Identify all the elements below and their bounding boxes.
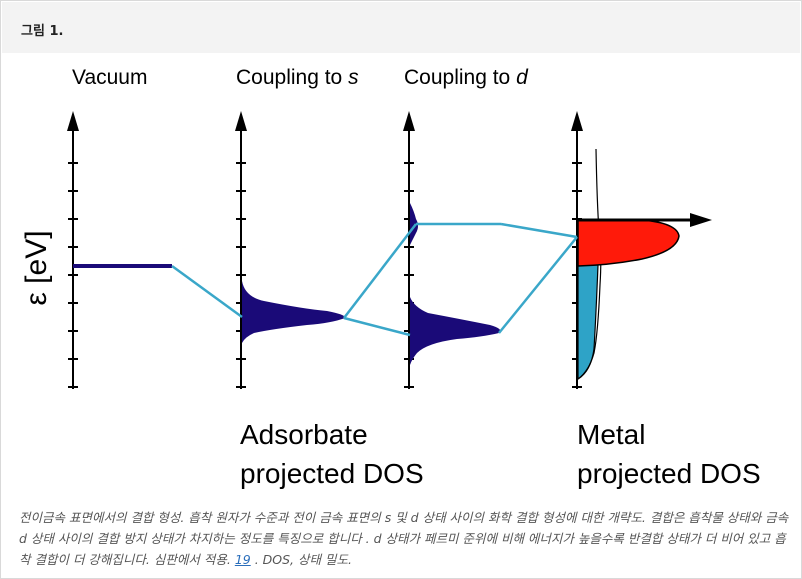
energy-axis-vacuum <box>67 111 79 389</box>
dos-diagram: Vacuum Coupling to s Coupling to d ε [eV… <box>20 66 761 489</box>
figure-header: 그림 1. <box>2 2 800 53</box>
metal-dos-label-2: projected DOS <box>577 458 761 489</box>
fermi-arrowhead <box>690 213 712 227</box>
label-coupling-s: Coupling to s <box>236 66 359 89</box>
label-vacuum: Vacuum <box>72 66 147 89</box>
label-coupling-d: Coupling to d <box>404 66 529 89</box>
d-bonding-state <box>410 297 501 365</box>
figure-title: 그림 1. <box>21 24 64 39</box>
d-antibonding-state <box>410 203 418 245</box>
caption-tail: . DOS, 상태 밀도. <box>254 552 352 567</box>
metal-occupied-states <box>577 264 599 381</box>
figure-caption: 전이금속 표면에서의 결합 형성. 흡착 원자가 수준과 전이 금속 표면의 s… <box>19 507 794 570</box>
metal-d-band <box>577 219 680 267</box>
caption-text: 전이금속 표면에서의 결합 형성. 흡착 원자가 수준과 전이 금속 표면의 s… <box>19 510 789 567</box>
energy-axis-metal <box>571 111 583 389</box>
metal-dos-outline <box>577 148 602 380</box>
adsorbate-dos-label-2: projected DOS <box>240 458 424 489</box>
caption-ref-link[interactable]: 19 <box>234 552 251 567</box>
y-axis-label: ε [eV] <box>20 230 53 305</box>
metal-dos-label-1: Metal <box>577 419 645 450</box>
energy-axis-s <box>235 111 247 389</box>
adsorbate-dos-label-1: Adsorbate <box>240 419 368 450</box>
energy-axis-d <box>403 111 415 389</box>
coupling-connectors <box>171 222 578 337</box>
s-coupled-resonance <box>242 281 346 343</box>
